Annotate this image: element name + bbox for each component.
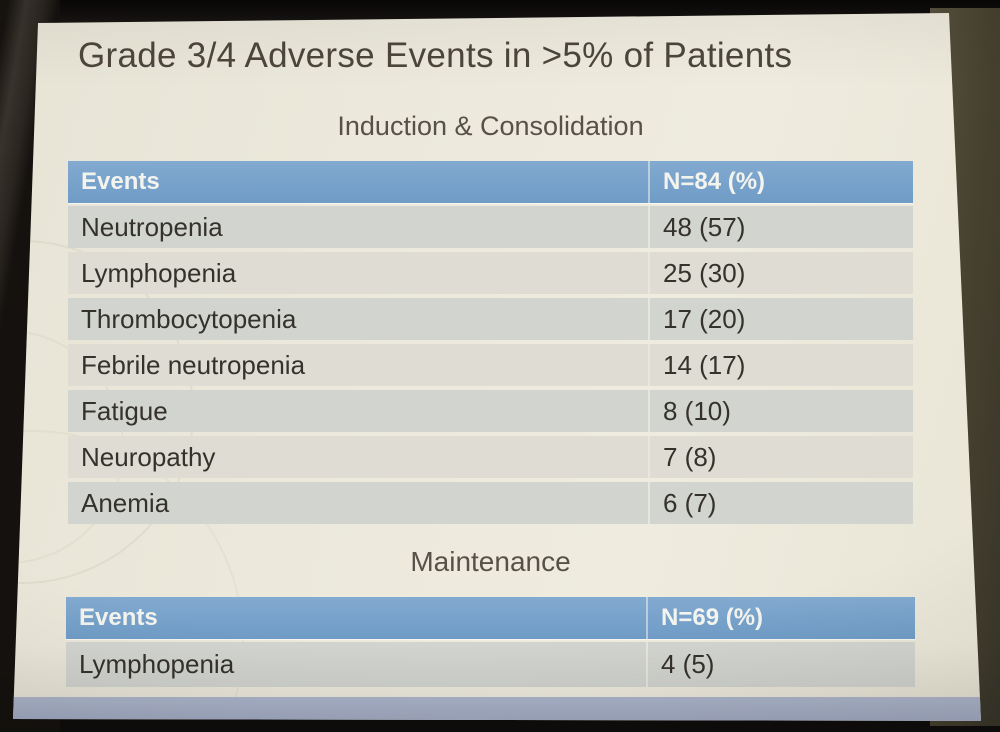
slide-footer-band xyxy=(13,697,981,721)
table-row: Anemia 6 (7) xyxy=(68,482,913,524)
induction-consolidation-table: Events N=84 (%) Neutropenia 48 (57) Lymp… xyxy=(68,161,913,528)
event-name-cell: Febrile neutropenia xyxy=(81,349,306,380)
events-column-header: Events xyxy=(79,604,158,631)
event-count-cell: 8 (10) xyxy=(648,390,913,432)
table-header-row: Events N=84 (%) xyxy=(68,161,913,203)
event-name-cell: Fatigue xyxy=(81,395,168,426)
event-name-cell: Lymphopenia xyxy=(81,257,237,288)
event-count-cell: 17 (20) xyxy=(648,298,913,340)
n84-column-header: N=84 (%) xyxy=(648,161,913,203)
events-column-header: Events xyxy=(81,168,160,195)
event-count-cell: 6 (7) xyxy=(648,482,913,524)
event-count-cell: 25 (30) xyxy=(648,252,913,294)
event-name-cell: Anemia xyxy=(81,487,170,518)
n69-column-header: N=69 (%) xyxy=(646,597,915,639)
event-count-cell: 4 (5) xyxy=(646,642,915,687)
table-header-row: Events N=69 (%) xyxy=(66,597,915,639)
section-heading-induction-consolidation: Induction & Consolidation xyxy=(337,111,644,141)
slide-title: Grade 3/4 Adverse Events in >5% of Patie… xyxy=(78,36,793,75)
table-row: Lymphopenia 25 (30) xyxy=(68,252,913,294)
event-count-cell: 7 (8) xyxy=(648,436,913,478)
table-row: Febrile neutropenia 14 (17) xyxy=(68,344,913,386)
table-row: Lymphopenia 4 (5) xyxy=(66,642,915,687)
maintenance-table: Events N=69 (%) Lymphopenia 4 (5) xyxy=(66,597,915,691)
event-name-cell: Lymphopenia xyxy=(79,649,235,679)
event-name-cell: Neuropathy xyxy=(81,441,216,472)
table-row: Neutropenia 48 (57) xyxy=(68,206,913,248)
table-row: Fatigue 8 (10) xyxy=(68,390,913,432)
event-count-cell: 14 (17) xyxy=(648,344,913,386)
event-count-cell: 48 (57) xyxy=(648,206,913,248)
section-heading-maintenance: Maintenance xyxy=(410,546,571,577)
event-name-cell: Neutropenia xyxy=(81,211,223,242)
table-row: Neuropathy 7 (8) xyxy=(68,436,913,478)
event-name-cell: Thrombocytopenia xyxy=(81,303,297,334)
table-row: Thrombocytopenia 17 (20) xyxy=(68,298,913,340)
